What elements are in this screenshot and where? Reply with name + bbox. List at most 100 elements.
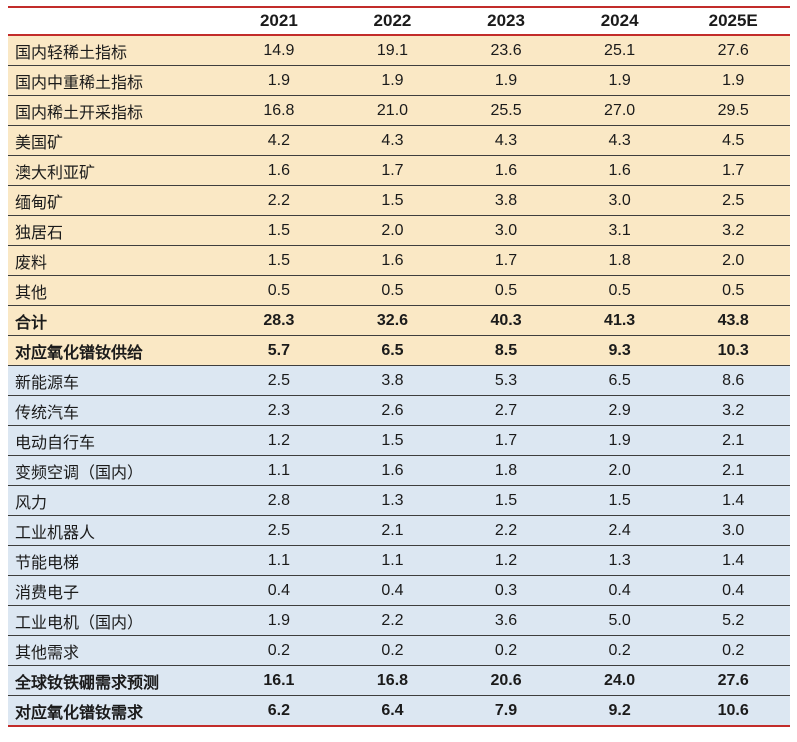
table-row: 独居石 1.5 2.0 3.0 3.1 3.2 — [8, 215, 790, 246]
cell-value: 1.1 — [222, 455, 336, 486]
cell-value: 4.3 — [562, 125, 677, 156]
cell-value: 1.9 — [449, 65, 563, 96]
cell-value: 2.3 — [222, 395, 336, 426]
cell-value: 1.6 — [562, 155, 677, 186]
cell-value: 2.0 — [562, 455, 677, 486]
cell-value: 1.8 — [562, 245, 677, 276]
row-label: 消费电子 — [8, 575, 223, 606]
table-row: 对应氧化镨钕供给 5.7 6.5 8.5 9.3 10.3 — [8, 335, 790, 366]
row-label: 对应氧化镨钕供给 — [8, 335, 223, 366]
cell-value: 1.9 — [222, 65, 336, 96]
table-body: 国内轻稀土指标 14.9 19.1 23.6 25.1 27.6 国内中重稀土指标 1.9 1.… — [8, 35, 790, 726]
cell-value: 2.9 — [562, 395, 677, 426]
cell-value: 0.5 — [222, 275, 336, 306]
header-year-2023: 2023 — [449, 7, 563, 36]
cell-value: 10.3 — [676, 335, 790, 366]
cell-value: 9.2 — [562, 695, 677, 726]
table-row: 工业电机（国内） 1.9 2.2 3.6 5.0 5.2 — [8, 605, 790, 636]
cell-value: 0.5 — [562, 275, 677, 306]
cell-value: 1.7 — [335, 155, 450, 186]
cell-value: 10.6 — [676, 695, 790, 726]
cell-value: 1.3 — [335, 485, 450, 516]
cell-value: 2.5 — [222, 365, 336, 396]
cell-value: 0.4 — [222, 575, 336, 606]
cell-value: 4.5 — [676, 125, 790, 156]
cell-value: 2.6 — [335, 395, 450, 426]
table-row: 传统汽车 2.3 2.6 2.7 2.9 3.2 — [8, 395, 790, 426]
cell-value: 1.1 — [222, 545, 336, 576]
table-row: 废料 1.5 1.6 1.7 1.8 2.0 — [8, 245, 790, 276]
cell-value: 1.7 — [449, 245, 563, 276]
cell-value: 0.2 — [222, 635, 336, 666]
cell-value: 5.7 — [222, 335, 336, 366]
cell-value: 3.2 — [676, 215, 790, 246]
cell-value: 5.0 — [562, 605, 677, 636]
cell-value: 1.6 — [222, 155, 336, 186]
cell-value: 6.2 — [222, 695, 336, 726]
cell-value: 1.7 — [449, 425, 563, 456]
cell-value: 0.4 — [335, 575, 450, 606]
row-label: 工业机器人 — [8, 515, 223, 546]
row-label: 对应氧化镨钕需求 — [8, 695, 223, 726]
cell-value: 2.7 — [449, 395, 563, 426]
cell-value: 0.3 — [449, 575, 563, 606]
cell-value: 1.5 — [222, 215, 336, 246]
cell-value: 1.7 — [676, 155, 790, 186]
cell-value: 5.3 — [449, 365, 563, 396]
table-row: 美国矿 4.2 4.3 4.3 4.3 4.5 — [8, 125, 790, 156]
cell-value: 1.1 — [335, 545, 450, 576]
table-row: 合计 28.3 32.6 40.3 41.3 43.8 — [8, 305, 790, 336]
row-label: 全球钕铁硼需求预测 — [8, 665, 223, 696]
cell-value: 16.8 — [222, 95, 336, 126]
table-row: 其他需求 0.2 0.2 0.2 0.2 0.2 — [8, 635, 790, 666]
row-label: 其他 — [8, 275, 223, 306]
cell-value: 1.5 — [335, 425, 450, 456]
cell-value: 6.4 — [335, 695, 450, 726]
table-row: 节能电梯 1.1 1.1 1.2 1.3 1.4 — [8, 545, 790, 576]
table-row: 新能源车 2.5 3.8 5.3 6.5 8.6 — [8, 365, 790, 396]
cell-value: 1.9 — [562, 65, 677, 96]
table-row: 风力 2.8 1.3 1.5 1.5 1.4 — [8, 485, 790, 516]
table-row: 国内稀土开采指标 16.8 21.0 25.5 27.0 29.5 — [8, 95, 790, 126]
row-label: 国内稀土开采指标 — [8, 95, 223, 126]
cell-value: 0.5 — [676, 275, 790, 306]
cell-value: 2.2 — [335, 605, 450, 636]
table-row: 全球钕铁硼需求预测 16.1 16.8 20.6 24.0 27.6 — [8, 665, 790, 696]
cell-value: 7.9 — [449, 695, 563, 726]
header-empty-cell — [8, 7, 223, 36]
cell-value: 1.9 — [222, 605, 336, 636]
cell-value: 3.0 — [676, 515, 790, 546]
cell-value: 40.3 — [449, 305, 563, 336]
cell-value: 1.5 — [449, 485, 563, 516]
row-label: 传统汽车 — [8, 395, 223, 426]
cell-value: 27.6 — [676, 665, 790, 696]
row-label: 节能电梯 — [8, 545, 223, 576]
cell-value: 4.3 — [335, 125, 450, 156]
cell-value: 5.2 — [676, 605, 790, 636]
table-row: 澳大利亚矿 1.6 1.7 1.6 1.6 1.7 — [8, 155, 790, 186]
header-year-2024: 2024 — [562, 7, 677, 36]
cell-value: 1.9 — [676, 65, 790, 96]
cell-value: 1.9 — [562, 425, 677, 456]
row-label: 合计 — [8, 305, 223, 336]
cell-value: 2.5 — [222, 515, 336, 546]
row-label: 新能源车 — [8, 365, 223, 396]
cell-value: 1.2 — [449, 545, 563, 576]
header-year-2022: 2022 — [335, 7, 450, 36]
header-row: 2021 2022 2023 2024 2025E — [8, 7, 790, 36]
cell-value: 2.2 — [222, 185, 336, 216]
cell-value: 27.0 — [562, 95, 677, 126]
row-label: 澳大利亚矿 — [8, 155, 223, 186]
row-label: 工业电机（国内） — [8, 605, 223, 636]
cell-value: 2.1 — [676, 455, 790, 486]
row-label: 国内轻稀土指标 — [8, 35, 223, 66]
cell-value: 43.8 — [676, 305, 790, 336]
cell-value: 1.6 — [335, 455, 450, 486]
header-year-2025e: 2025E — [676, 7, 790, 36]
cell-value: 23.6 — [449, 35, 563, 66]
cell-value: 1.5 — [222, 245, 336, 276]
cell-value: 4.3 — [449, 125, 563, 156]
cell-value: 1.5 — [335, 185, 450, 216]
cell-value: 9.3 — [562, 335, 677, 366]
cell-value: 2.0 — [676, 245, 790, 276]
